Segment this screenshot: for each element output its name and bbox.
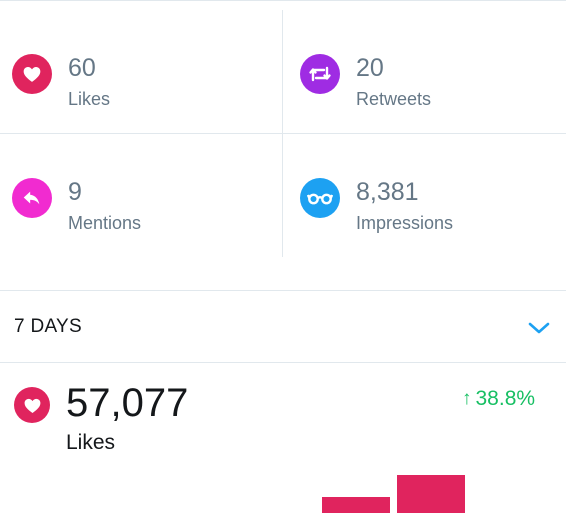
stats-grid: 60 Likes 20 Retweets 9 Mentions 8,381 Im… (0, 10, 566, 258)
glasses-icon (300, 178, 340, 218)
stat-value: 60 (68, 54, 96, 82)
heart-icon (12, 54, 52, 94)
change-indicator: ↑ 38.8% (462, 386, 535, 412)
heart-icon (14, 387, 50, 423)
stat-value: 8,381 (356, 178, 419, 206)
stat-value: 20 (356, 54, 384, 82)
change-percent: 38.8% (475, 387, 536, 410)
stat-label: Likes (68, 89, 111, 109)
stat-retweets[interactable]: 20 Retweets (288, 10, 566, 134)
stat-mentions[interactable]: 9 Mentions (0, 134, 283, 258)
chevron-down-icon[interactable] (527, 316, 551, 340)
stat-value: 9 (68, 178, 82, 206)
period-label: 7 DAYS (14, 316, 82, 337)
stat-label: Mentions (68, 213, 142, 233)
summary-value: 57,077 (66, 381, 189, 425)
stat-impressions[interactable]: 8,381 Impressions (288, 134, 566, 258)
grid-horizontal-divider (0, 133, 566, 134)
stat-likes[interactable]: 60 Likes (0, 10, 283, 134)
likes-summary: 57,077 Likes ↑ 38.8% (0, 364, 566, 513)
top-divider (0, 0, 566, 1)
arrow-up-icon: ↑ (462, 388, 472, 409)
period-selector[interactable]: 7 DAYS (0, 290, 566, 363)
stat-label: Impressions (356, 213, 454, 233)
stat-label: Retweets (356, 89, 432, 109)
retweet-icon (300, 54, 340, 94)
summary-label: Likes (66, 431, 116, 454)
reply-icon (12, 178, 52, 218)
